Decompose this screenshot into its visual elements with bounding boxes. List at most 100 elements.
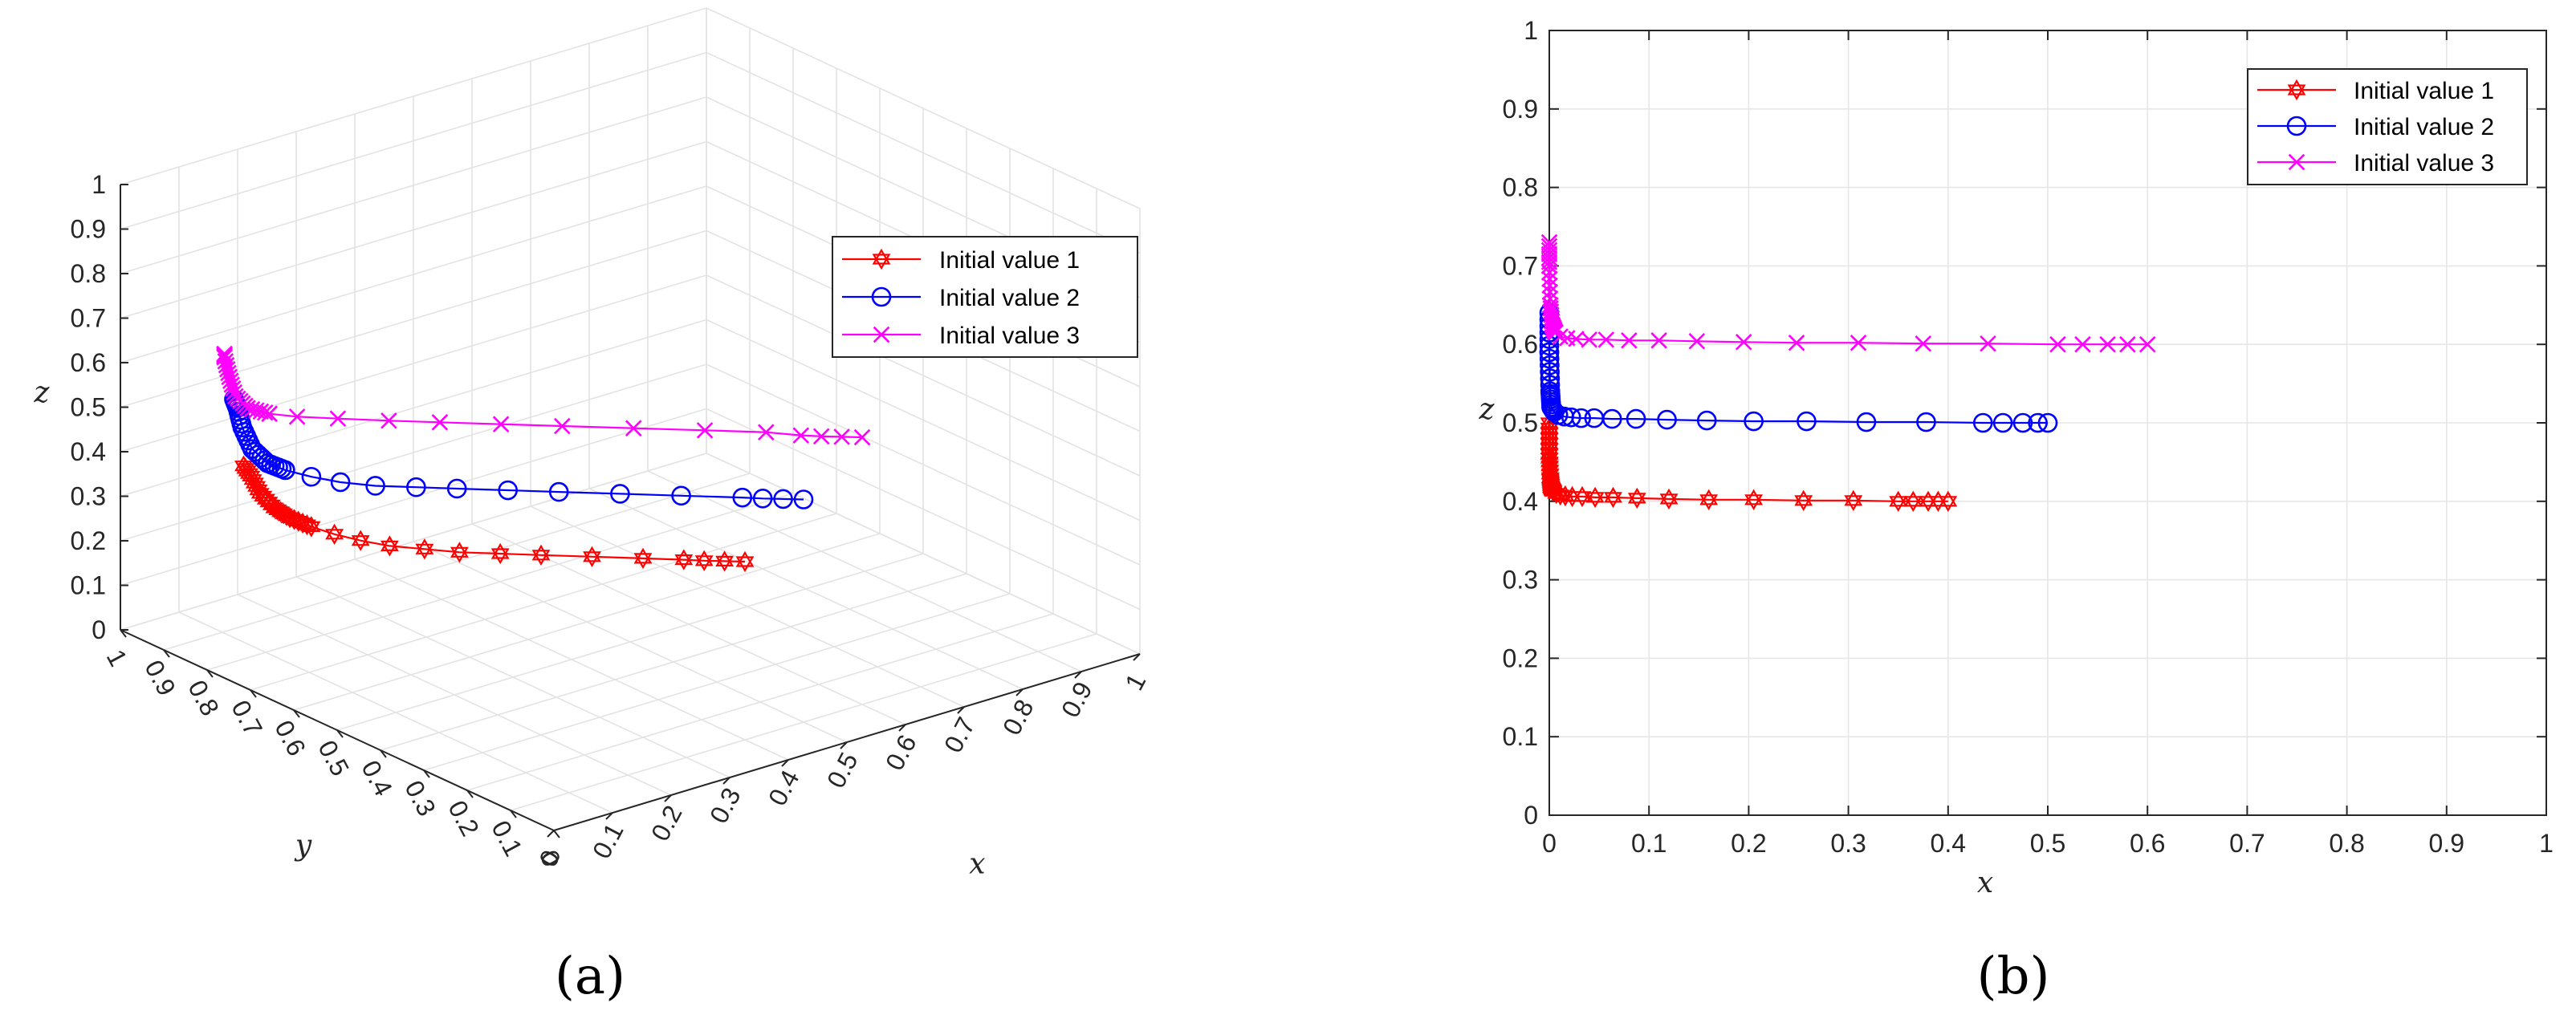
x-tick-label: 0.9: [2429, 829, 2464, 858]
x-tick-mark: [898, 724, 906, 732]
x-tick-label: 0.4: [1931, 829, 1966, 858]
x-tick-label: 0.3: [704, 783, 747, 828]
data-point: [674, 549, 694, 570]
data-point: [380, 535, 399, 557]
data-point: [216, 345, 233, 363]
data-point: [431, 414, 449, 431]
x-tick-label: 0.2: [645, 801, 688, 846]
data-point: [325, 523, 344, 545]
data-point: [1584, 408, 1605, 428]
y-tick-label: 0.1: [1503, 722, 1538, 751]
data-point: [450, 542, 469, 563]
data-point: [1539, 342, 1560, 363]
data-point: [1627, 487, 1646, 510]
data-point: [1540, 258, 1558, 274]
x-tick-mark: [664, 794, 672, 802]
data-point: [1540, 381, 1561, 402]
x-tick-label: 1: [1119, 669, 1151, 696]
data-point: [1597, 331, 1615, 348]
y-tick-label: 0.8: [1503, 173, 1538, 202]
data-point: [1540, 233, 1558, 251]
data-point: [554, 417, 571, 435]
data-point: [732, 487, 753, 508]
y-tick-mark: [120, 629, 127, 638]
legend-marker: [2287, 79, 2306, 101]
data-point: [853, 428, 871, 446]
y-axis-title: z: [1479, 393, 1496, 426]
data-point: [1919, 490, 1938, 512]
x-tick-label: 0.8: [997, 695, 1040, 740]
grid-line: [706, 51, 1141, 254]
data-point: [351, 530, 370, 551]
data-point: [1541, 277, 1558, 294]
legend-marker: [2288, 153, 2305, 171]
data-point: [1915, 335, 1932, 352]
data-point: [1744, 411, 1764, 432]
data-point: [715, 550, 735, 572]
y-tick-label: 0.7: [226, 696, 268, 741]
y-tick-mark: [380, 749, 387, 758]
data-point: [301, 466, 322, 487]
data-point: [1688, 333, 1706, 350]
data-point: [406, 477, 426, 497]
data-point: [758, 424, 775, 440]
legend-marker: [873, 326, 890, 343]
data-point: [446, 478, 467, 499]
data-point: [1540, 242, 1558, 259]
y-tick-label: 0.5: [1503, 408, 1538, 437]
y-tick-label: 0.2: [442, 796, 485, 841]
x-tick-label: 0.9: [1056, 677, 1098, 722]
data-point: [380, 412, 397, 429]
data-point: [1604, 486, 1622, 509]
x-tick-label: 1: [2539, 829, 2554, 858]
panel-a-label: (a): [555, 947, 625, 1006]
grid-line: [120, 140, 707, 319]
data-point: [2074, 335, 2091, 353]
x-tick-label: 0.1: [1631, 829, 1666, 858]
x-tick-mark: [840, 741, 848, 749]
x-tick-mark: [781, 759, 789, 767]
x-tick-label: 0.5: [2030, 829, 2065, 858]
x-tick-label: 0.4: [763, 765, 805, 810]
x-tick-mark: [547, 830, 555, 838]
data-point: [1540, 237, 1558, 255]
data-point: [1621, 332, 1638, 349]
grid-line: [120, 96, 707, 274]
grid-line: [120, 7, 707, 185]
data-point: [1541, 270, 1558, 287]
data-point: [1889, 490, 1908, 513]
data-point: [1540, 355, 1560, 376]
y-tick-label: 0.5: [312, 736, 355, 781]
data-point: [1542, 303, 1560, 320]
z-tick-label: 0.9: [71, 215, 106, 244]
data-point: [1585, 486, 1605, 509]
data-point: [330, 472, 351, 493]
z-tick-label: 0.4: [71, 437, 106, 466]
data-point: [735, 550, 755, 573]
x-tick-label: 0.5: [821, 748, 864, 793]
x-tick-label: 0.1: [587, 818, 629, 863]
z-tick-label: 0.7: [71, 304, 106, 333]
x-tick-label: 0.8: [2329, 829, 2364, 858]
y-tick-label: 0.9: [1503, 95, 1538, 124]
legend: Initial value 1 Initial value 2 Initial va…: [2247, 68, 2528, 185]
z-tick-label: 0.6: [71, 348, 106, 377]
series-2: [224, 389, 814, 510]
y-tick-label: 0.1: [486, 816, 528, 861]
legend: Initial value 1 Initial value 2 Initial va…: [832, 236, 1138, 358]
data-point: [498, 480, 519, 501]
data-point: [288, 408, 306, 425]
grid-line: [120, 185, 707, 363]
series-1: [1540, 412, 1958, 513]
series-2: [1539, 302, 2058, 433]
z-tick-label: 0.2: [71, 526, 106, 555]
legend-marker: [871, 286, 892, 307]
x-axis-title: x: [1977, 867, 1993, 899]
data-point: [1856, 412, 1877, 432]
data-point: [217, 353, 234, 370]
data-point: [773, 489, 793, 510]
x-tick-mark: [1015, 688, 1023, 696]
grid-line: [293, 533, 881, 711]
data-point: [1626, 408, 1646, 429]
